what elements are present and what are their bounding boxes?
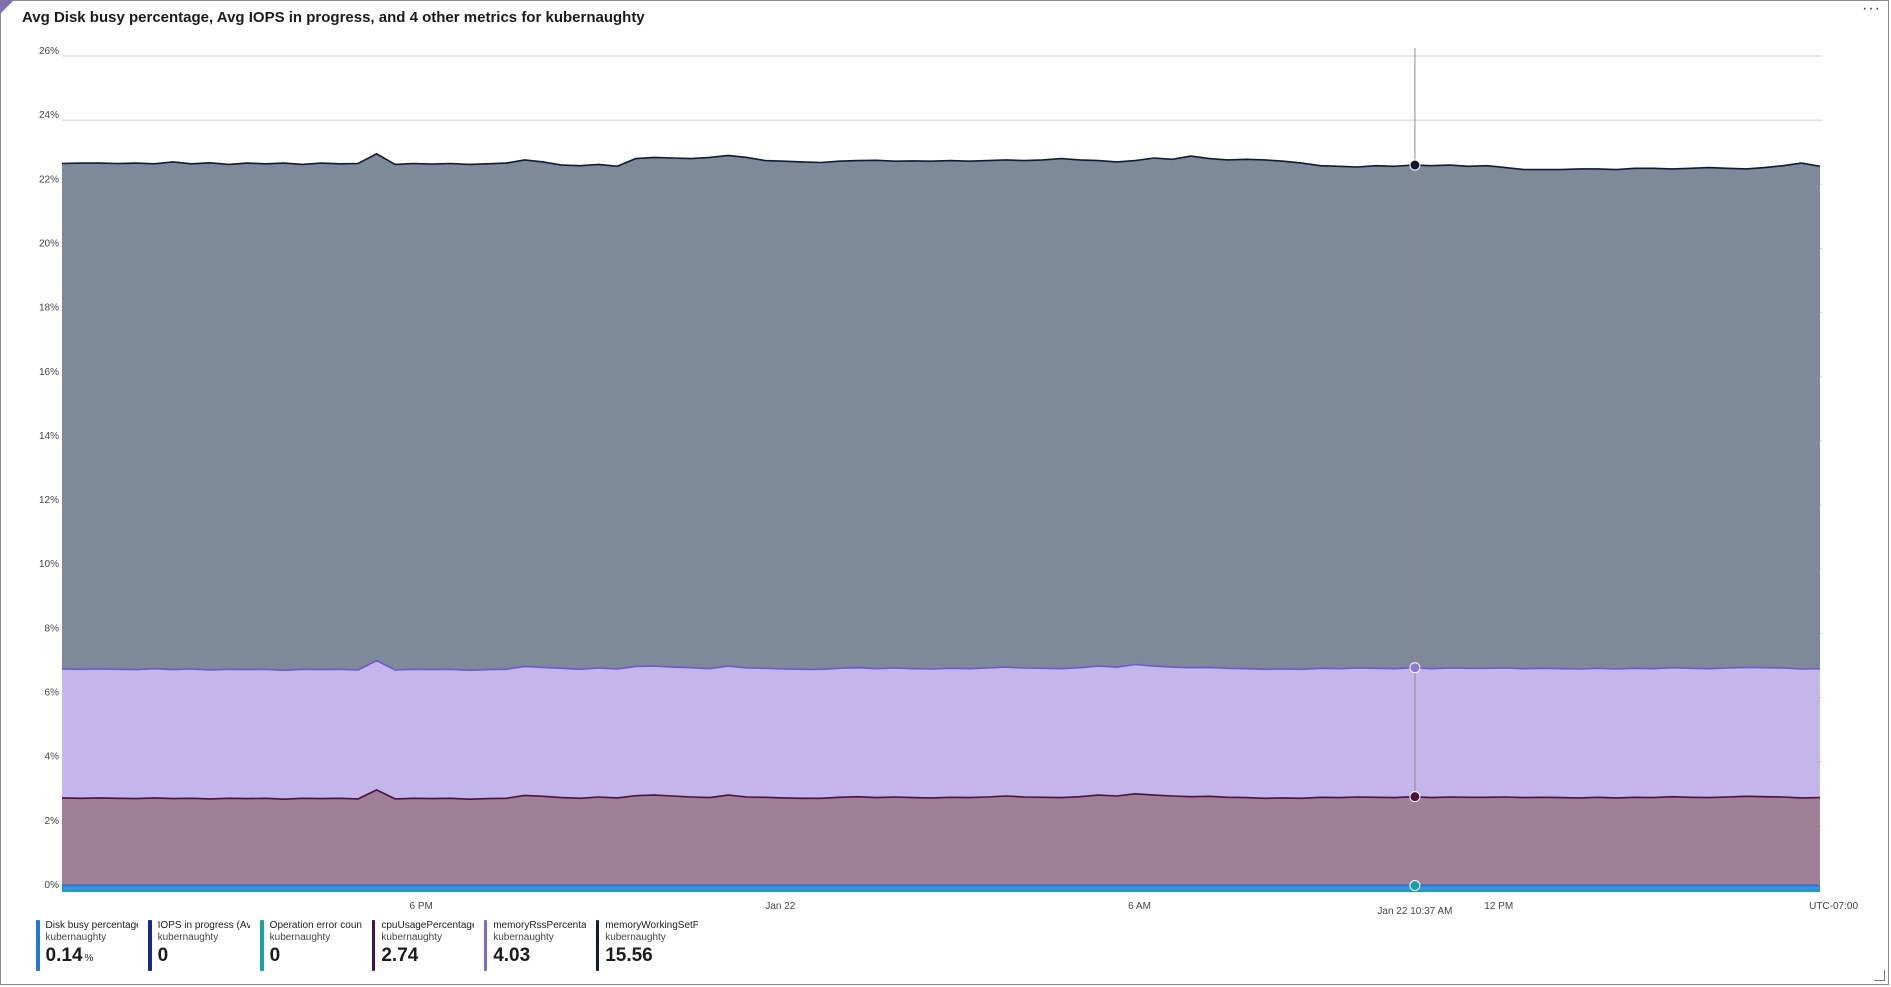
resize-handle[interactable]	[1874, 970, 1885, 981]
legend-swatch	[36, 920, 40, 971]
y-tick-label: 22%	[39, 174, 59, 185]
legend-name: memoryWorkingSetPerc...	[605, 920, 698, 931]
series-area	[62, 660, 1820, 800]
chart-legend: Disk busy percentage...kubernaughty0.14%…	[36, 920, 698, 971]
legend-name: Operation error coun...	[269, 920, 362, 931]
series-area	[62, 885, 1820, 890]
y-tick-label: 8%	[45, 623, 60, 634]
legend-item[interactable]: memoryRssPercentage ...kubernaughty 4.03	[484, 920, 586, 971]
filter-icon[interactable]	[0, 0, 14, 14]
legend-unit: %	[84, 953, 94, 964]
series-line	[61, 659, 1821, 672]
legend-resource: kubernaughty	[493, 932, 554, 943]
cursor-point	[1409, 159, 1421, 171]
legend-item[interactable]: Operation error coun... kubernaughty 0	[260, 920, 362, 971]
legend-value: 0.14%	[45, 945, 94, 966]
y-tick-label: 6%	[45, 688, 60, 699]
legend-name: memoryRssPercentage ...	[493, 920, 586, 931]
legend-resource: kubernaughty	[605, 932, 666, 943]
legend-resource: kubernaughty	[45, 932, 107, 943]
legend-value: 0	[157, 945, 169, 966]
series-line	[61, 789, 1821, 801]
y-tick-label: 24%	[39, 110, 59, 121]
y-tick-label: 20%	[39, 238, 59, 249]
legend-name: Disk busy percentage...	[45, 920, 138, 931]
legend-item[interactable]: memoryWorkingSetPerc...kubernaughty 15.56	[596, 920, 698, 971]
y-tick-label: 14%	[39, 431, 59, 442]
x-tick-label: 6 AM	[1128, 901, 1151, 912]
cursor-point	[1409, 791, 1421, 803]
series-line	[61, 152, 1821, 171]
chart-title: Avg Disk busy percentage, Avg IOPS in pr…	[22, 9, 645, 26]
legend-swatch	[372, 920, 376, 971]
legend-swatch	[148, 920, 152, 971]
more-options-button[interactable]: ···	[1862, 0, 1881, 17]
hover-cursor	[1409, 48, 1421, 892]
series-area	[62, 789, 1820, 886]
axes: 0% 2% 4% 6% 8% 10% 12% 14% 16% 18% 20% 22% 24% 26% 6 P…	[39, 46, 1858, 917]
y-tick-label: 18%	[39, 303, 59, 314]
legend-value: 4.03	[493, 945, 531, 966]
cursor-time-label: Jan 22 10:37 AM	[1377, 906, 1452, 917]
legend-swatch	[484, 920, 488, 971]
x-tick-label: 12 PM	[1484, 901, 1513, 912]
legend-value: 15.56	[605, 945, 653, 966]
y-tick-label: 10%	[39, 559, 59, 570]
area-series	[61, 152, 1821, 892]
legend-resource: kubernaughty	[381, 932, 442, 943]
legend-item[interactable]: Disk busy percentage...kubernaughty 0.14%	[36, 920, 138, 971]
y-tick-label: 12%	[39, 495, 59, 506]
y-tick-label: 2%	[45, 816, 60, 827]
y-tick-label: 26%	[39, 46, 59, 57]
legend-name: cpuUsagePercentage (...	[381, 920, 474, 931]
x-tick-label: 6 PM	[410, 901, 433, 912]
legend-swatch	[596, 920, 600, 971]
legend-item[interactable]: IOPS in progress (Avg) kubernaughty 0	[148, 920, 250, 971]
y-tick-label: 4%	[45, 752, 60, 763]
legend-value: 2.74	[381, 945, 419, 966]
cursor-point	[1409, 662, 1421, 674]
series-area	[62, 153, 1820, 671]
metrics-chart[interactable]: 0% 2% 4% 6% 8% 10% 12% 14% 16% 18% 20% 22% 24% 26% 6 P…	[0, 0, 1891, 920]
legend-swatch	[260, 920, 264, 971]
legend-resource: kubernaughty	[157, 932, 219, 943]
legend-value: 0	[269, 945, 281, 966]
x-tick-label: Jan 22	[765, 901, 795, 912]
legend-resource: kubernaughty	[269, 932, 331, 943]
y-tick-label: 0%	[45, 880, 60, 891]
legend-item[interactable]: cpuUsagePercentage (...kubernaughty 2.74	[372, 920, 474, 971]
y-tick-label: 16%	[39, 367, 59, 378]
legend-name: IOPS in progress (Avg)	[157, 920, 250, 931]
timezone-label: UTC-07:00	[1809, 901, 1858, 912]
cursor-point	[1409, 880, 1421, 892]
